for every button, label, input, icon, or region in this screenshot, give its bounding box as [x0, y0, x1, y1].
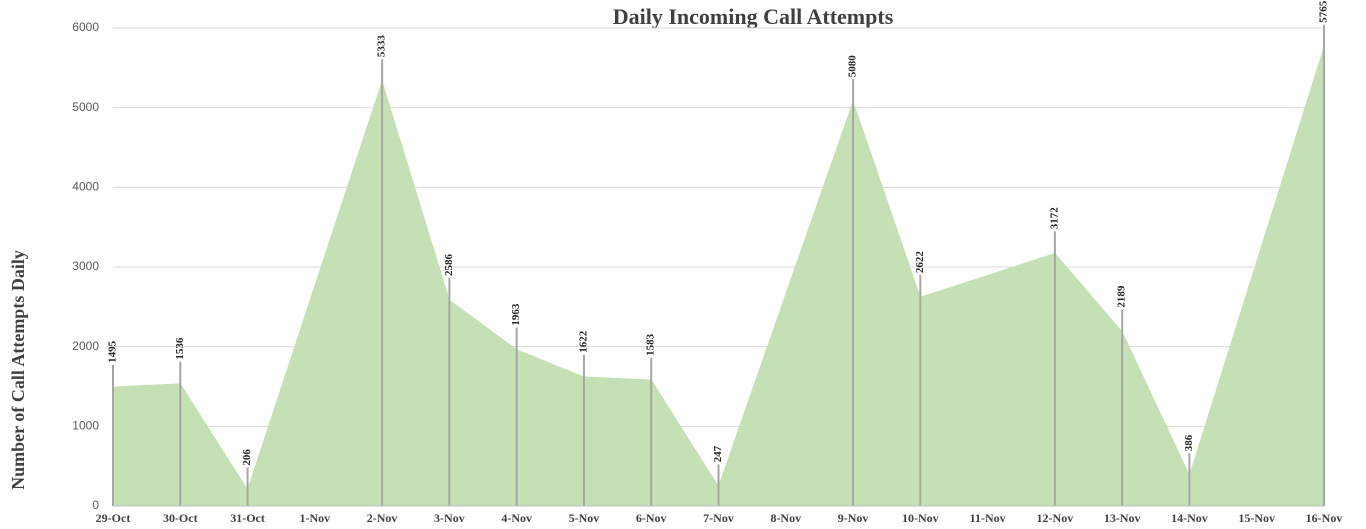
x-tick-label: 10-Nov — [902, 511, 939, 525]
value-label: 5765 — [1318, 0, 1330, 23]
x-tick-label: 14-Nov — [1171, 511, 1208, 525]
y-tick-label: 0 — [92, 498, 99, 512]
value-label: 1495 — [107, 340, 119, 363]
value-label: 247 — [712, 445, 724, 462]
value-label: 2189 — [1116, 285, 1128, 308]
area-segment — [583, 376, 652, 507]
x-tick-label: 8-Nov — [770, 511, 801, 525]
value-label: 386 — [1183, 434, 1195, 451]
x-tick-label: 15-Nov — [1238, 511, 1275, 525]
value-label: 1622 — [577, 330, 589, 353]
area-segment — [381, 81, 450, 507]
value-label: 3172 — [1048, 207, 1060, 230]
y-tick-label: 1000 — [72, 419, 99, 433]
x-tick-label: 31-Oct — [230, 511, 265, 525]
area-segment — [112, 383, 181, 507]
x-tick-label: 3-Nov — [434, 511, 465, 525]
x-tick-label: 7-Nov — [703, 511, 734, 525]
y-tick-label: 3000 — [72, 259, 99, 273]
x-tick-label: 16-Nov — [1306, 511, 1343, 525]
value-label: 2586 — [443, 253, 455, 276]
x-tick-label: 5-Nov — [569, 511, 600, 525]
area-segment — [1054, 252, 1123, 507]
x-tick-label: 2-Nov — [367, 511, 398, 525]
chart-title: Daily Incoming Call Attempts — [613, 4, 894, 29]
y-tick-label: 6000 — [72, 20, 99, 34]
x-tick-label: 29-Oct — [96, 511, 131, 525]
x-tick-label: 9-Nov — [838, 511, 869, 525]
x-tick-label: 4-Nov — [501, 511, 532, 525]
area-segment — [247, 81, 383, 507]
value-label: 1963 — [510, 303, 522, 326]
area-segment — [1189, 46, 1325, 507]
value-label: 2622 — [914, 251, 926, 274]
value-label: 5080 — [847, 55, 859, 78]
area-segment — [650, 378, 719, 507]
x-tick-label: 6-Nov — [636, 511, 667, 525]
value-label: 1536 — [174, 337, 186, 360]
y-tick-label: 2000 — [72, 339, 99, 353]
x-tick-label: 1-Nov — [299, 511, 330, 525]
x-tick-label: 13-Nov — [1104, 511, 1141, 525]
area-segment — [852, 101, 921, 507]
y-tick-label: 5000 — [72, 100, 99, 114]
y-axis-label: Number of Call Attempts Daily — [8, 250, 28, 490]
area-segment — [449, 299, 517, 507]
x-tick-label: 11-Nov — [970, 511, 1006, 525]
area-segment — [718, 101, 854, 507]
area-segment — [179, 382, 248, 507]
area-segment — [516, 349, 585, 507]
value-label: 5333 — [376, 35, 388, 58]
y-tick-label: 4000 — [72, 180, 99, 194]
area-segment — [920, 252, 1056, 507]
area-segment — [1121, 331, 1190, 507]
value-label: 1583 — [645, 333, 657, 356]
x-tick-label: 12-Nov — [1037, 511, 1074, 525]
x-tick-label: 30-Oct — [163, 511, 198, 525]
value-label: 206 — [241, 449, 253, 466]
